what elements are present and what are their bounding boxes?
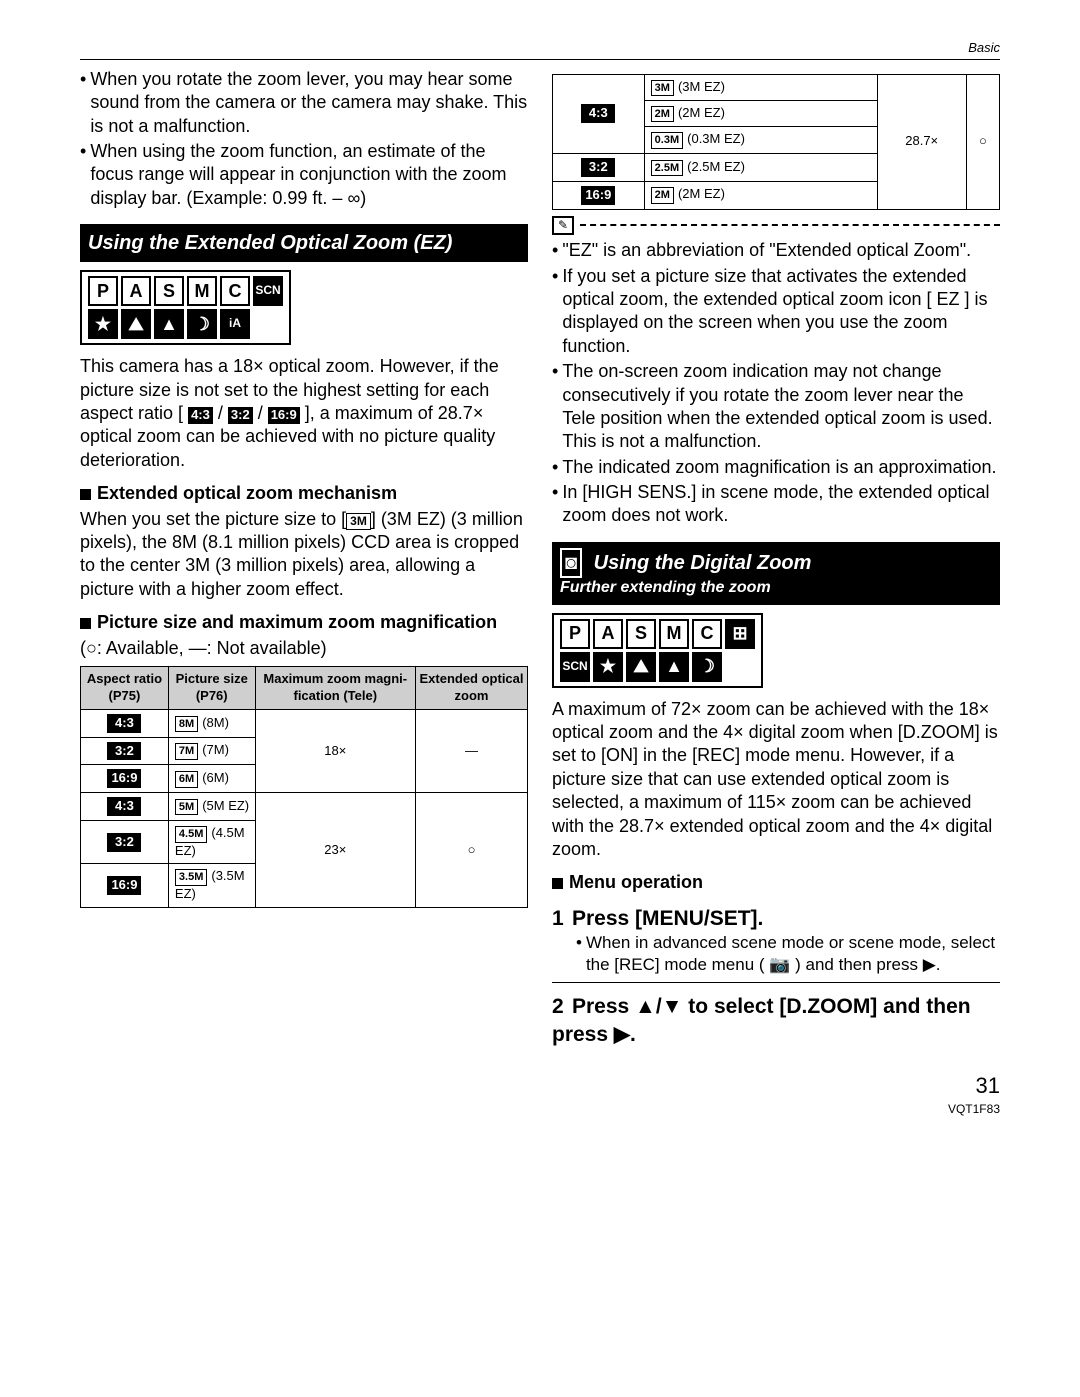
mode-c: C — [692, 619, 722, 649]
mode-scn: SCN — [560, 652, 590, 682]
section-label: Basic — [968, 40, 1000, 57]
mode-s: S — [154, 276, 184, 306]
step-2: 2Press ▲/▼ to select [D.ZOOM] and then p… — [552, 993, 1000, 1048]
mode-s: S — [626, 619, 656, 649]
mode-a: A — [593, 619, 623, 649]
right-column: 4:33M(3M EZ)28.7×○2M(2M EZ)0.3M(0.3M EZ)… — [552, 68, 1000, 1048]
table-row: 4:38M(8M)18×— — [81, 709, 528, 737]
section-heading-digital: ◙ Using the Digital Zoom Further extendi… — [552, 542, 1000, 605]
mode-☽: ☽ — [187, 309, 217, 339]
camera-rec-icon: ◙ — [560, 548, 582, 578]
mode-⛰: ⛰ — [121, 309, 151, 339]
pencil-icon: ✎ — [552, 216, 574, 236]
two-column-layout: •When you rotate the zoom lever, you may… — [80, 68, 1000, 1048]
mode-scn: SCN — [253, 276, 283, 306]
note-divider: ✎ — [552, 216, 1000, 236]
mode-m: M — [659, 619, 689, 649]
ratio-16-9-icon: 16:9 — [268, 407, 300, 424]
mode-p: P — [88, 276, 118, 306]
subheading-table: Picture size and maximum zoom magnificat… — [80, 611, 528, 634]
table-legend: (○: Available, —: Not available) — [80, 637, 528, 660]
ratio-3-2-icon: 3:2 — [228, 407, 253, 424]
mode-★: ★ — [593, 652, 623, 682]
table-row: 4:35M(5M EZ)23×○ — [81, 793, 528, 821]
table-row: 4:33M(3M EZ)28.7×○ — [553, 74, 1000, 100]
step-1-body: •When in advanced scene mode or scene mo… — [576, 932, 1000, 976]
document-id: VQT1F83 — [80, 1102, 1000, 1118]
subheading-mechanism: Extended optical zoom mechanism — [80, 482, 528, 505]
zoom-table-right: 4:33M(3M EZ)28.7×○2M(2M EZ)0.3M(0.3M EZ)… — [552, 74, 1000, 210]
page-header: Basic — [80, 40, 1000, 60]
bullet-item: •When you rotate the zoom lever, you may… — [80, 68, 528, 138]
digital-zoom-text: A maximum of 72× zoom can be achieved wi… — [552, 698, 1000, 862]
zoom-table-left: Aspect ratio (P75)Picture size (P76)Maxi… — [80, 666, 528, 908]
bullet-item: •If you set a picture size that activate… — [552, 265, 1000, 359]
mode-▲: ▲ — [154, 309, 184, 339]
section-heading-ez: Using the Extended Optical Zoom (EZ) — [80, 224, 528, 262]
mode-icons-digital: PASMC⊞ SCN★⛰▲☽ — [552, 613, 763, 688]
mode-★: ★ — [88, 309, 118, 339]
mode-c: C — [220, 276, 250, 306]
step-1: 1Press [MENU/SET]. — [552, 905, 1000, 932]
bullet-item: •The indicated zoom magnification is an … — [552, 456, 1000, 479]
size-3m-icon: 3M — [346, 513, 371, 531]
subheading-menu: Menu operation — [552, 871, 1000, 894]
mode-ia: iA — [220, 309, 250, 339]
mode-▲: ▲ — [659, 652, 689, 682]
bullet-item: •When using the zoom function, an estima… — [80, 140, 528, 210]
mode-⛰: ⛰ — [626, 652, 656, 682]
bullet-item: •"EZ" is an abbreviation of "Extended op… — [552, 239, 1000, 262]
bullet-item: •In [HIGH SENS.] in scene mode, the exte… — [552, 481, 1000, 528]
intro-text: This camera has a 18× optical zoom. Howe… — [80, 355, 528, 472]
left-column: •When you rotate the zoom lever, you may… — [80, 68, 528, 1048]
mode-m: M — [187, 276, 217, 306]
mode-icons-ez: PASMCSCN ★⛰▲☽iA — [80, 270, 291, 345]
ratio-4-3-icon: 4:3 — [188, 407, 213, 424]
mode-p: P — [560, 619, 590, 649]
mode-a: A — [121, 276, 151, 306]
mode-⊞: ⊞ — [725, 619, 755, 649]
page-number: 31 — [80, 1072, 1000, 1101]
bullet-item: •The on-screen zoom indication may not c… — [552, 360, 1000, 454]
mechanism-text: When you set the picture size to [3M] (3… — [80, 508, 528, 602]
mode-☽: ☽ — [692, 652, 722, 682]
